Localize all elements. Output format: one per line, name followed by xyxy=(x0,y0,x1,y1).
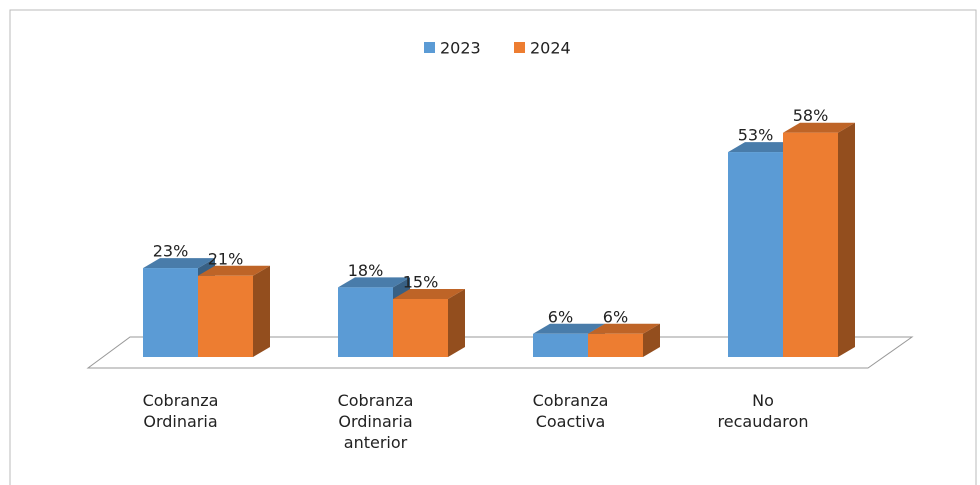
x-tick-label: Cobranza Ordinaria xyxy=(142,391,219,431)
data-label: 53% xyxy=(738,126,774,145)
bar xyxy=(728,152,783,357)
bar xyxy=(338,287,393,357)
bar xyxy=(533,333,588,357)
legend-swatch xyxy=(424,42,435,53)
data-label: 18% xyxy=(348,261,384,280)
data-label: 15% xyxy=(403,273,439,292)
x-tick-label: Cobranza Coactiva xyxy=(532,391,609,431)
bar xyxy=(588,333,643,357)
bar-side xyxy=(838,122,855,357)
x-tick-label: Cobranza Ordinaria anterior xyxy=(337,391,414,452)
bar-top xyxy=(393,289,465,299)
bar-side xyxy=(643,323,660,357)
data-label: 58% xyxy=(793,106,829,125)
data-label: 6% xyxy=(548,307,573,326)
bar-top xyxy=(143,258,215,269)
bar xyxy=(783,132,838,357)
bar-top xyxy=(783,122,855,133)
bar-top xyxy=(198,265,270,276)
bar-side xyxy=(253,265,270,357)
bar-top xyxy=(728,142,800,153)
floor xyxy=(86,336,914,369)
legend-label: 2023 xyxy=(440,39,481,58)
bar-top xyxy=(588,323,660,334)
bar-side xyxy=(448,289,465,357)
legend-swatch xyxy=(514,42,525,53)
legend-label: 2024 xyxy=(530,39,571,58)
bar-top xyxy=(338,277,410,288)
bar xyxy=(143,268,198,357)
x-tick-label: No recaudaron xyxy=(717,391,809,431)
bar-top xyxy=(533,323,605,334)
data-label: 6% xyxy=(603,307,628,326)
bar xyxy=(393,299,448,357)
bar xyxy=(198,275,253,357)
data-label: 23% xyxy=(153,242,189,261)
data-label: 21% xyxy=(208,249,244,268)
